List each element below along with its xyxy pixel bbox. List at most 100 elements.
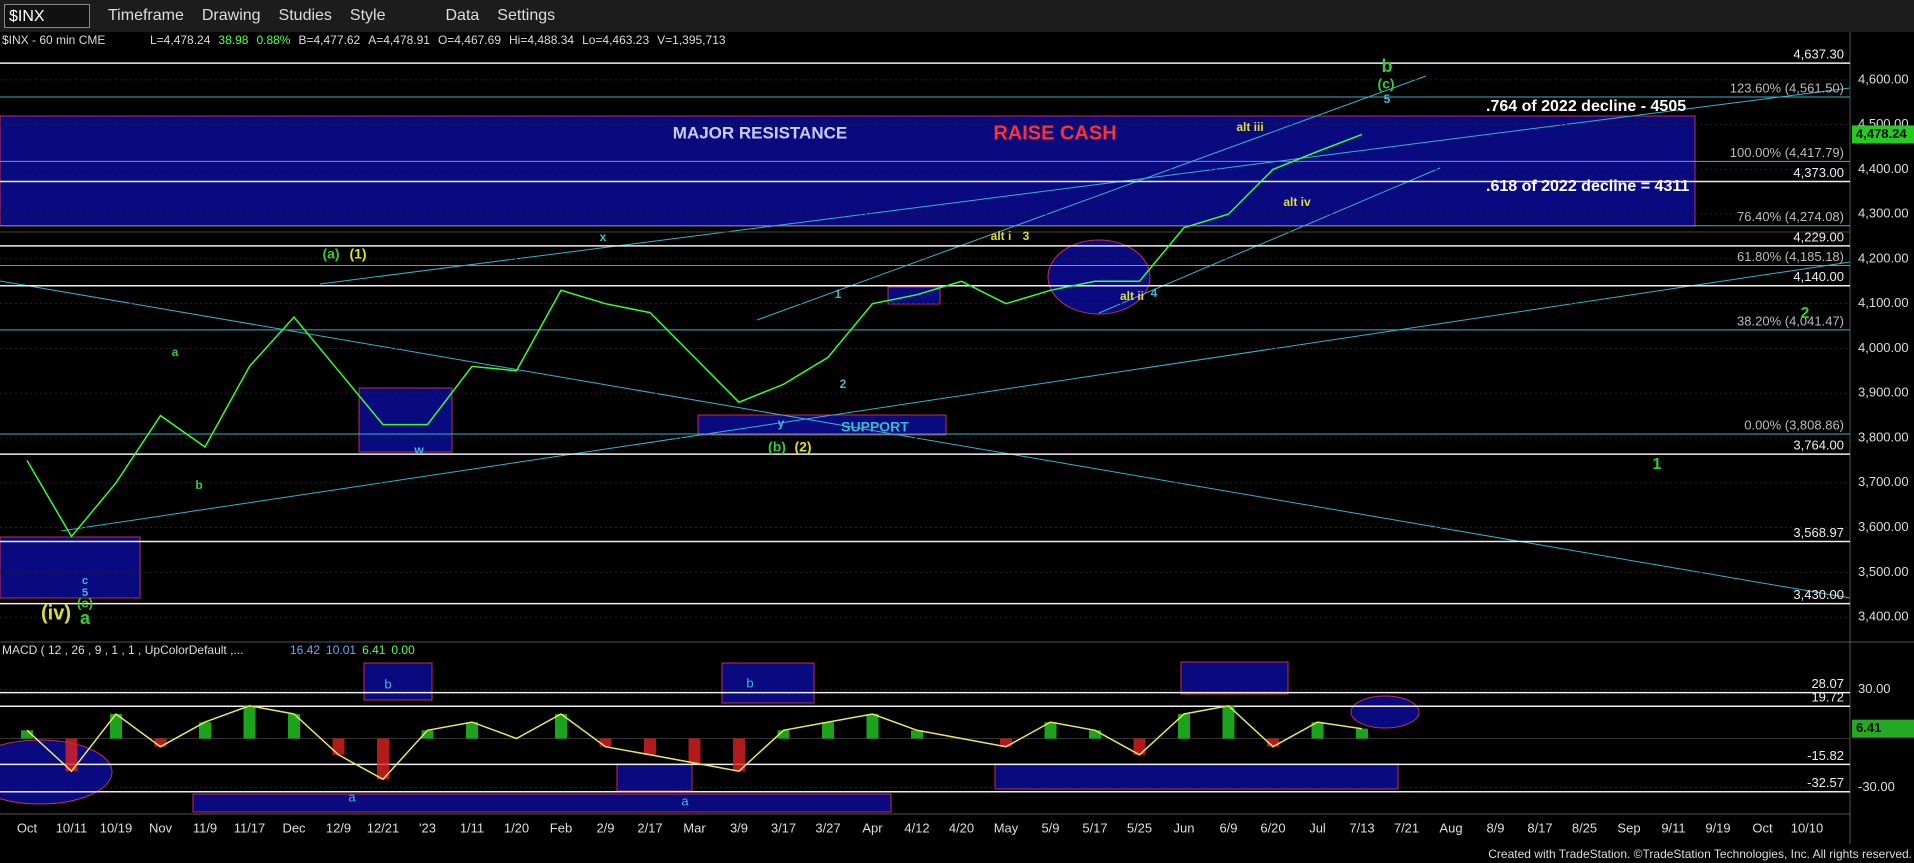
x-tick-label: 8/17	[1527, 820, 1552, 835]
chart-title: $INX - 60 min CME	[2, 33, 105, 47]
wave-label: (iv)	[41, 602, 71, 624]
y-tick-label: 4,400.00	[1858, 161, 1909, 176]
histogram-bar	[154, 738, 167, 747]
wave-label: 4	[1151, 286, 1158, 300]
histogram-bar	[1089, 730, 1101, 739]
x-tick-label: 1/20	[504, 820, 529, 835]
histogram-bar	[1178, 713, 1190, 739]
toolbar-button[interactable]: Style	[349, 7, 386, 24]
histogram-bar	[733, 738, 745, 772]
x-tick-label: 6/20	[1260, 820, 1285, 835]
x-tick-label: 8/9	[1486, 820, 1504, 835]
wave-label: c	[82, 575, 88, 587]
trend-line	[319, 87, 1851, 285]
x-tick-label: 8/25	[1572, 820, 1597, 835]
wave-label: b	[1382, 56, 1393, 76]
series-line	[26, 704, 1363, 781]
toolbar: $INX Timeframe Drawing Studies Style Dat…	[0, 0, 1914, 33]
wave-label: (2)	[794, 439, 811, 455]
trend-line	[60, 261, 1851, 532]
support-zone	[697, 414, 947, 436]
header-value: B=4,477.62	[298, 33, 360, 47]
x-tick-label: '23	[419, 820, 436, 835]
x-tick-label: 7/13	[1349, 820, 1374, 835]
wave-label: 2	[1801, 305, 1810, 322]
zone	[192, 793, 892, 813]
wave-label: (b)	[768, 439, 786, 455]
x-tick-label: 6/9	[1219, 820, 1237, 835]
y-tick-label: 3,700.00	[1858, 474, 1909, 489]
toolbar-button[interactable]: Timeframe	[108, 7, 184, 24]
x-tick-label: 1/11	[460, 820, 484, 835]
level-label: 0.00% (3,808.86)	[1744, 417, 1844, 432]
header-value: 0.88%	[256, 33, 290, 47]
histogram-bar	[822, 722, 834, 739]
y-tick-label: 4,200.00	[1858, 250, 1909, 265]
header-value: O=4,467.69	[438, 33, 501, 47]
x-tick-label: May	[994, 820, 1019, 835]
annotation: .618 of 2022 decline = 4311	[1486, 178, 1689, 195]
x-tick-label: 12/9	[326, 820, 351, 835]
wave-label: a	[348, 789, 356, 804]
zone	[363, 662, 433, 701]
level-label: 4,229.00	[1793, 229, 1844, 244]
histogram-bar	[466, 722, 478, 739]
wave-label: (c)	[77, 595, 93, 610]
level-label: 100.00% (4,417.79)	[1730, 145, 1844, 160]
x-tick-label: Jun	[1174, 820, 1195, 835]
x-tick-label: Apr	[862, 820, 883, 835]
x-tick-label: Sep	[1617, 820, 1640, 835]
x-tick-label: 7/21	[1394, 820, 1419, 835]
histogram-bar	[644, 738, 656, 755]
wave-label: alt ii	[1120, 289, 1144, 303]
annotation: .764 of 2022 decline - 4505	[1486, 98, 1686, 115]
x-tick-label: Oct	[1752, 820, 1773, 835]
level-label: 28.07	[1811, 676, 1844, 691]
histogram-bar	[777, 730, 790, 739]
symbol-box[interactable]: $INX	[4, 4, 90, 28]
x-tick-label: Mar	[683, 820, 706, 835]
x-tick-label: 9/19	[1705, 820, 1730, 835]
toolbar-button[interactable]: Data	[445, 7, 480, 24]
wave-label: 3	[1023, 229, 1030, 243]
toolbar-button[interactable]: Studies	[278, 7, 332, 24]
histogram-bar	[1222, 705, 1235, 739]
level-label: 3,430.00	[1793, 587, 1844, 602]
wave-label: 1	[835, 287, 842, 301]
annotation: RAISE CASH	[993, 122, 1116, 144]
zone	[358, 387, 453, 453]
y-tick-label: 3,900.00	[1858, 385, 1909, 400]
zone	[1350, 695, 1420, 729]
x-tick-label: 10/19	[100, 820, 133, 835]
toolbar-button[interactable]: Settings	[497, 7, 556, 24]
y-tick-label: -30.00	[1858, 779, 1895, 794]
wave-label: (c)	[1377, 76, 1394, 92]
y-tick-label: 4,600.00	[1858, 71, 1909, 86]
x-tick-label: 3/27	[815, 820, 840, 835]
histogram-bar	[866, 713, 879, 739]
annotation: SUPPORT	[841, 419, 909, 435]
zone	[1047, 239, 1151, 315]
last-value-label: 4,478.24	[1856, 126, 1907, 141]
histogram-bar	[1044, 722, 1057, 739]
y-tick-label: 4,000.00	[1858, 340, 1909, 355]
level-label: -15.82	[1807, 748, 1844, 763]
level-label: 61.80% (4,185.18)	[1737, 249, 1844, 264]
header-value: L=4,478.24	[150, 33, 211, 47]
zone	[616, 763, 693, 792]
histogram-bar	[288, 713, 300, 739]
wave-label: alt iii	[1236, 120, 1263, 134]
y-tick-label: 4,300.00	[1858, 206, 1909, 221]
header-value: Lo=4,463.23	[582, 33, 649, 47]
last-value-box	[1852, 719, 1914, 738]
y-tick-label: 3,800.00	[1858, 429, 1909, 444]
toolbar-button[interactable]: Drawing	[201, 7, 261, 24]
histogram-bar	[1000, 738, 1012, 747]
header-value: Hi=4,488.34	[509, 33, 574, 47]
histogram-bar	[377, 738, 389, 780]
level-label: 4,373.00	[1793, 165, 1844, 180]
zone	[0, 536, 141, 599]
level-label: -32.57	[1807, 775, 1844, 790]
level-label: 123.60% (4,561.50)	[1730, 80, 1844, 95]
